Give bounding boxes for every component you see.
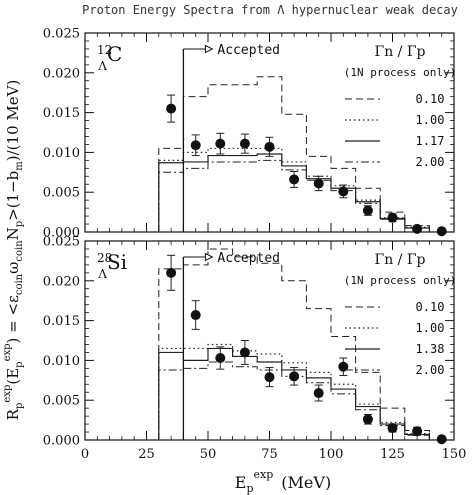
data-point bbox=[338, 361, 349, 372]
legend-label: 1.38 bbox=[416, 342, 445, 356]
data-point bbox=[387, 423, 398, 434]
data-point bbox=[313, 178, 324, 189]
histogram-series-0-10 bbox=[158, 248, 430, 440]
x-tick-label: 50 bbox=[200, 447, 217, 462]
data-point bbox=[436, 434, 447, 445]
x-tick-label: 0 bbox=[81, 447, 89, 462]
data-point bbox=[264, 141, 275, 152]
legend-label: 0.10 bbox=[416, 92, 445, 106]
x-axis-label-unit: (MeV) bbox=[281, 473, 331, 492]
y-tick-label: 0.000 bbox=[43, 434, 80, 449]
data-point bbox=[166, 267, 177, 278]
legend-title: Γn / Γp bbox=[374, 44, 425, 60]
legend-label: 1.00 bbox=[416, 113, 445, 127]
data-point bbox=[239, 138, 250, 149]
y-tick-label: 0.015 bbox=[43, 314, 80, 329]
y-tick-label: 0.005 bbox=[43, 394, 80, 409]
nucleus-label: 12 ΛC bbox=[97, 42, 122, 73]
nucleus-hyperon: Λ bbox=[97, 267, 107, 281]
accepted-arrow-head bbox=[204, 252, 214, 262]
legend-subtitle: (1N process only) bbox=[344, 274, 457, 287]
x-tick-label: 75 bbox=[261, 447, 278, 462]
x-axis-label: Epexp (MeV) bbox=[235, 468, 331, 495]
y-tick-label: 0.005 bbox=[43, 186, 80, 201]
x-tick-label: 25 bbox=[138, 447, 155, 462]
nucleus-mass: 28 bbox=[97, 251, 112, 265]
data-point bbox=[190, 310, 201, 321]
panel-top: 0.000 0.005 0.010 0.015 0.020 0.025 Accepted 12… bbox=[43, 27, 457, 241]
nucleus-symbol: C bbox=[107, 42, 122, 66]
data-point bbox=[412, 223, 423, 234]
y-tick-label: 0.025 bbox=[43, 235, 80, 250]
y-tick-label: 0.010 bbox=[43, 354, 80, 369]
y-tick-label: 0.000 bbox=[43, 226, 80, 241]
plot-frame bbox=[84, 240, 455, 441]
nucleus-hyperon: Λ bbox=[97, 59, 107, 73]
data-point bbox=[289, 174, 300, 185]
legend-label: 0.10 bbox=[416, 300, 445, 314]
accepted-arrow-head bbox=[204, 44, 214, 54]
y-tick-label: 0.020 bbox=[43, 66, 80, 81]
x-tick-label: 125 bbox=[380, 447, 405, 462]
y-tick-label: 0.015 bbox=[43, 106, 80, 121]
data-point bbox=[313, 388, 324, 399]
nucleus-label: 28 ΛSi bbox=[97, 250, 127, 281]
data-point bbox=[264, 372, 275, 383]
figure-title: Proton Energy Spectra from Λ hypernuclea… bbox=[82, 3, 458, 17]
data-point bbox=[289, 371, 300, 382]
legend-title: Γn / Γp bbox=[374, 252, 425, 268]
legend-subtitle: (1N process only) bbox=[344, 66, 457, 79]
data-point bbox=[436, 226, 447, 237]
data-point bbox=[215, 353, 226, 364]
nucleus-symbol: Si bbox=[107, 250, 127, 274]
x-axis-label-sub: p bbox=[246, 482, 253, 495]
legend-label: 2.00 bbox=[416, 155, 445, 169]
data-point bbox=[166, 103, 177, 114]
legend-label: 1.00 bbox=[416, 321, 445, 335]
data-point bbox=[239, 347, 250, 358]
histogram-series-1-00 bbox=[158, 343, 430, 440]
x-tick-label: 150 bbox=[442, 447, 467, 462]
data-point bbox=[362, 205, 373, 216]
x-axis-label-sup: exp bbox=[254, 468, 274, 481]
data-point bbox=[362, 414, 373, 425]
y-tick-label: 0.020 bbox=[43, 274, 80, 289]
panel-bottom: 0 25 50 75 100 125 150 0.000 0.005 0.010 0.015 0.02… bbox=[43, 235, 467, 463]
data-point bbox=[387, 212, 398, 223]
legend-label: 1.17 bbox=[416, 134, 445, 148]
plot-frame bbox=[84, 32, 455, 233]
x-axis-label-main: E bbox=[235, 473, 247, 492]
data-point bbox=[190, 140, 201, 151]
y-tick-label: 0.025 bbox=[43, 27, 80, 42]
y-tick-label: 0.010 bbox=[43, 146, 80, 161]
y-axis-label: Rpexp(Epexp) = <εcoinωcoinNp>(1−bm)/(10 … bbox=[2, 80, 25, 421]
data-point bbox=[215, 138, 226, 149]
histogram-series-0-10 bbox=[158, 76, 430, 232]
histogram-series-2-00 bbox=[158, 159, 430, 232]
x-tick-label: 100 bbox=[319, 447, 344, 462]
accepted-label: Accepted bbox=[217, 43, 280, 58]
legend-label: 2.00 bbox=[416, 363, 445, 377]
data-point bbox=[338, 186, 349, 197]
accepted-label: Accepted bbox=[217, 251, 280, 266]
data-point bbox=[412, 426, 423, 437]
nucleus-mass: 12 bbox=[97, 43, 112, 57]
